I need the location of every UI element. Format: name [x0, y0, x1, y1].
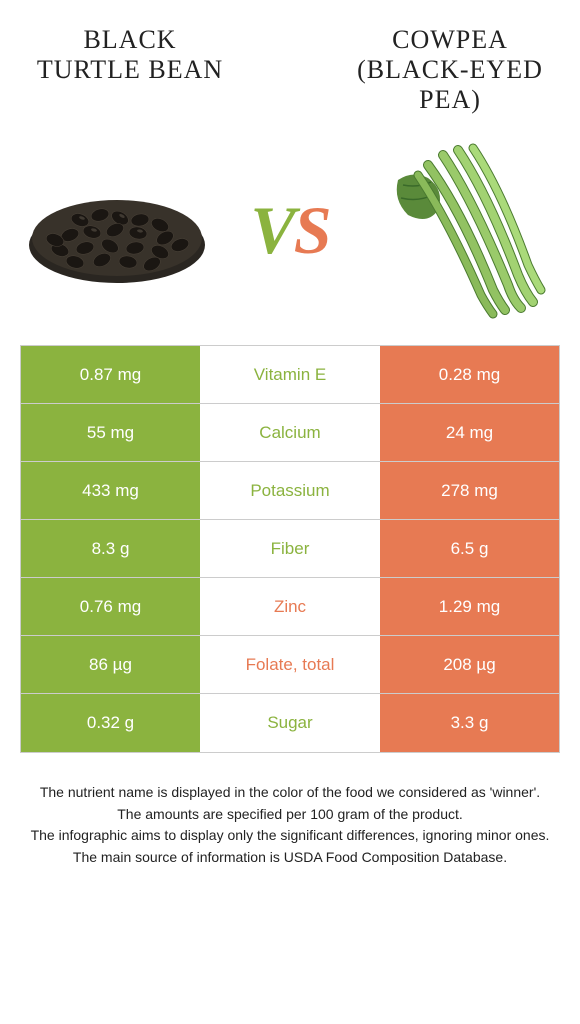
right-value-cell: 3.3 g: [380, 694, 559, 752]
hero-section: VS: [0, 125, 580, 345]
right-value-cell: 1.29 mg: [380, 578, 559, 635]
nutrient-name-cell: Calcium: [200, 404, 380, 461]
table-row: 55 mgCalcium24 mg: [21, 404, 559, 462]
vs-v: V: [250, 192, 293, 268]
right-value-cell: 278 mg: [380, 462, 559, 519]
left-value-cell: 86 µg: [21, 636, 200, 693]
left-value-cell: 0.76 mg: [21, 578, 200, 635]
right-food-title: COWPEA (BLACK-EYED PEA): [350, 25, 550, 115]
left-food-title: BLACK TURTLE BEAN: [30, 25, 230, 115]
right-value-cell: 208 µg: [380, 636, 559, 693]
footer-line-3: The infographic aims to display only the…: [20, 826, 560, 846]
nutrient-name-cell: Fiber: [200, 520, 380, 577]
header: BLACK TURTLE BEAN COWPEA (BLACK-EYED PEA…: [0, 0, 580, 125]
right-value-cell: 0.28 mg: [380, 346, 559, 403]
nutrient-name-cell: Potassium: [200, 462, 380, 519]
nutrient-name-cell: Zinc: [200, 578, 380, 635]
vs-label: VS: [250, 191, 329, 270]
left-value-cell: 55 mg: [21, 404, 200, 461]
nutrient-comparison-table: 0.87 mgVitamin E0.28 mg55 mgCalcium24 mg…: [20, 345, 560, 753]
table-row: 86 µgFolate, total208 µg: [21, 636, 559, 694]
nutrient-name-cell: Sugar: [200, 694, 380, 752]
nutrient-name-cell: Vitamin E: [200, 346, 380, 403]
footer-line-4: The main source of information is USDA F…: [20, 848, 560, 868]
table-row: 0.32 gSugar3.3 g: [21, 694, 559, 752]
table-row: 433 mgPotassium278 mg: [21, 462, 559, 520]
cowpea-image: [365, 150, 560, 310]
left-value-cell: 0.32 g: [21, 694, 200, 752]
table-row: 0.76 mgZinc1.29 mg: [21, 578, 559, 636]
left-value-cell: 433 mg: [21, 462, 200, 519]
footer-notes: The nutrient name is displayed in the co…: [0, 753, 580, 867]
right-value-cell: 24 mg: [380, 404, 559, 461]
table-row: 0.87 mgVitamin E0.28 mg: [21, 346, 559, 404]
vs-s: S: [294, 192, 330, 268]
footer-line-2: The amounts are specified per 100 gram o…: [20, 805, 560, 825]
table-row: 8.3 gFiber6.5 g: [21, 520, 559, 578]
black-bean-image: [20, 150, 215, 310]
left-value-cell: 0.87 mg: [21, 346, 200, 403]
left-value-cell: 8.3 g: [21, 520, 200, 577]
right-value-cell: 6.5 g: [380, 520, 559, 577]
nutrient-name-cell: Folate, total: [200, 636, 380, 693]
footer-line-1: The nutrient name is displayed in the co…: [20, 783, 560, 803]
